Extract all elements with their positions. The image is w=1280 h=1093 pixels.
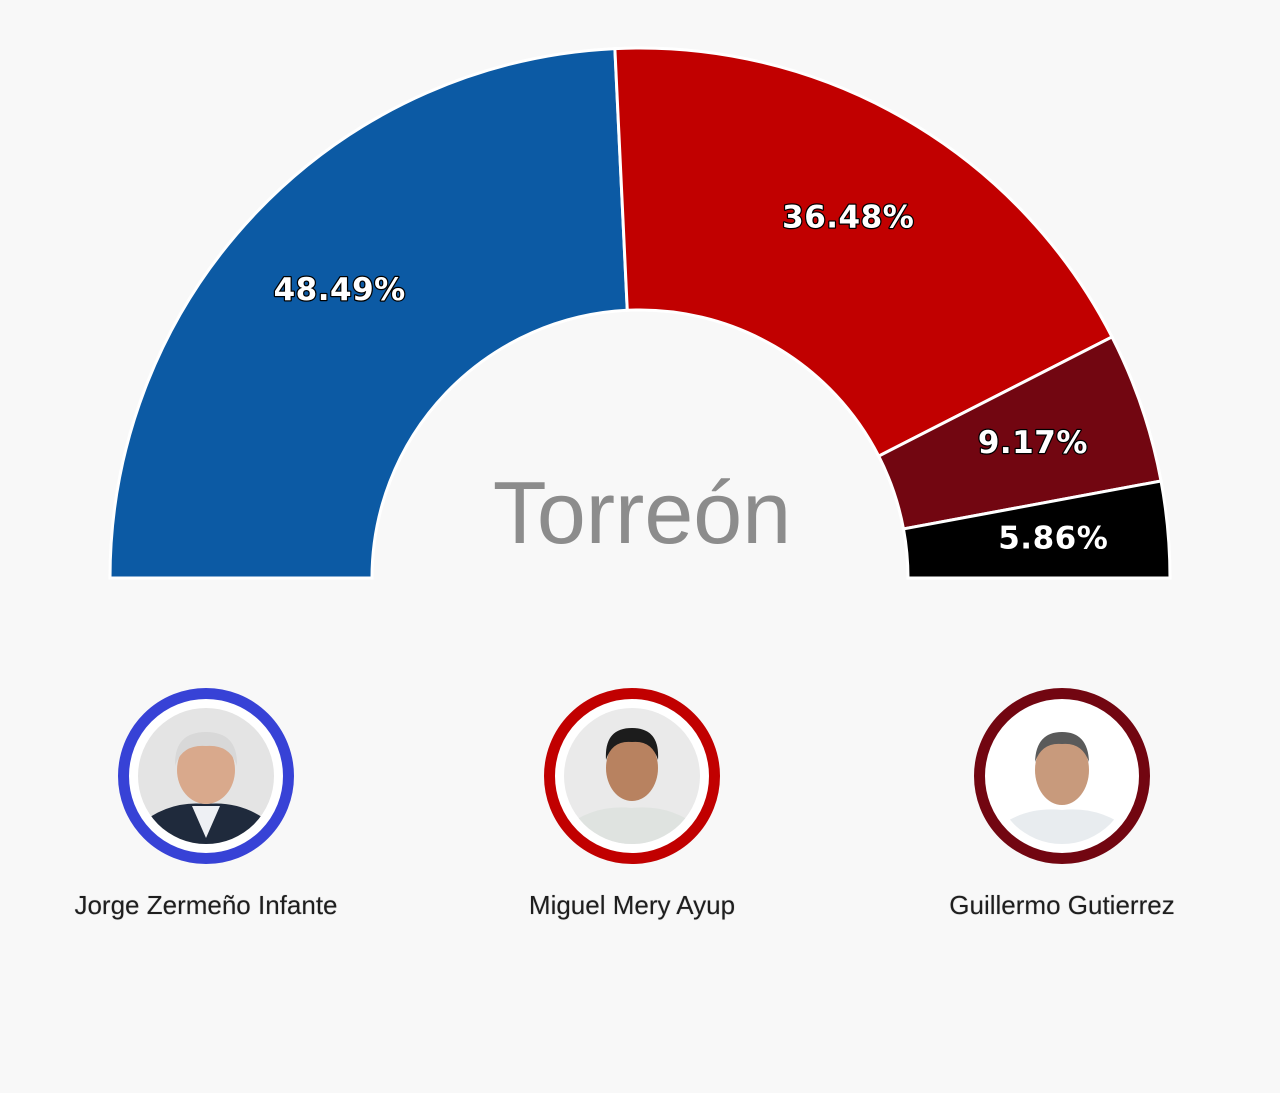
candidate-card-1[interactable]: Jorge Zermeño Infante (26, 688, 386, 921)
slice-data-label: 9.17% (978, 425, 1088, 461)
candidate-avatar[interactable] (974, 688, 1150, 864)
candidate-avatar[interactable] (544, 688, 720, 864)
candidate-name: Jorge Zermeño Infante (74, 890, 338, 920)
chart-slice-4[interactable] (901, 479, 1172, 580)
candidate-card-2[interactable]: Miguel Mery Ayup (452, 688, 812, 921)
chart-slice-1[interactable] (108, 47, 629, 580)
slice-data-label: 36.48% (782, 200, 914, 236)
semicircle-donut-chart: 48.49% 36.48% 9.17% 5.86% Torreón (108, 46, 1172, 580)
candidate-photo (564, 708, 700, 844)
candidate-photo (138, 708, 274, 844)
slice-data-label: 5.86% (998, 520, 1108, 556)
chart-title: Torreón (493, 463, 791, 562)
slice-data-label: 48.49% (274, 272, 406, 308)
candidate-photo (994, 708, 1130, 844)
candidate-card-3[interactable]: Guillermo Gutierrez (882, 688, 1242, 921)
candidate-avatar[interactable] (118, 688, 294, 864)
candidate-name: Miguel Mery Ayup (528, 890, 736, 920)
chart-slice-2[interactable] (613, 46, 1115, 459)
candidate-name: Guillermo Gutierrez (949, 890, 1175, 920)
